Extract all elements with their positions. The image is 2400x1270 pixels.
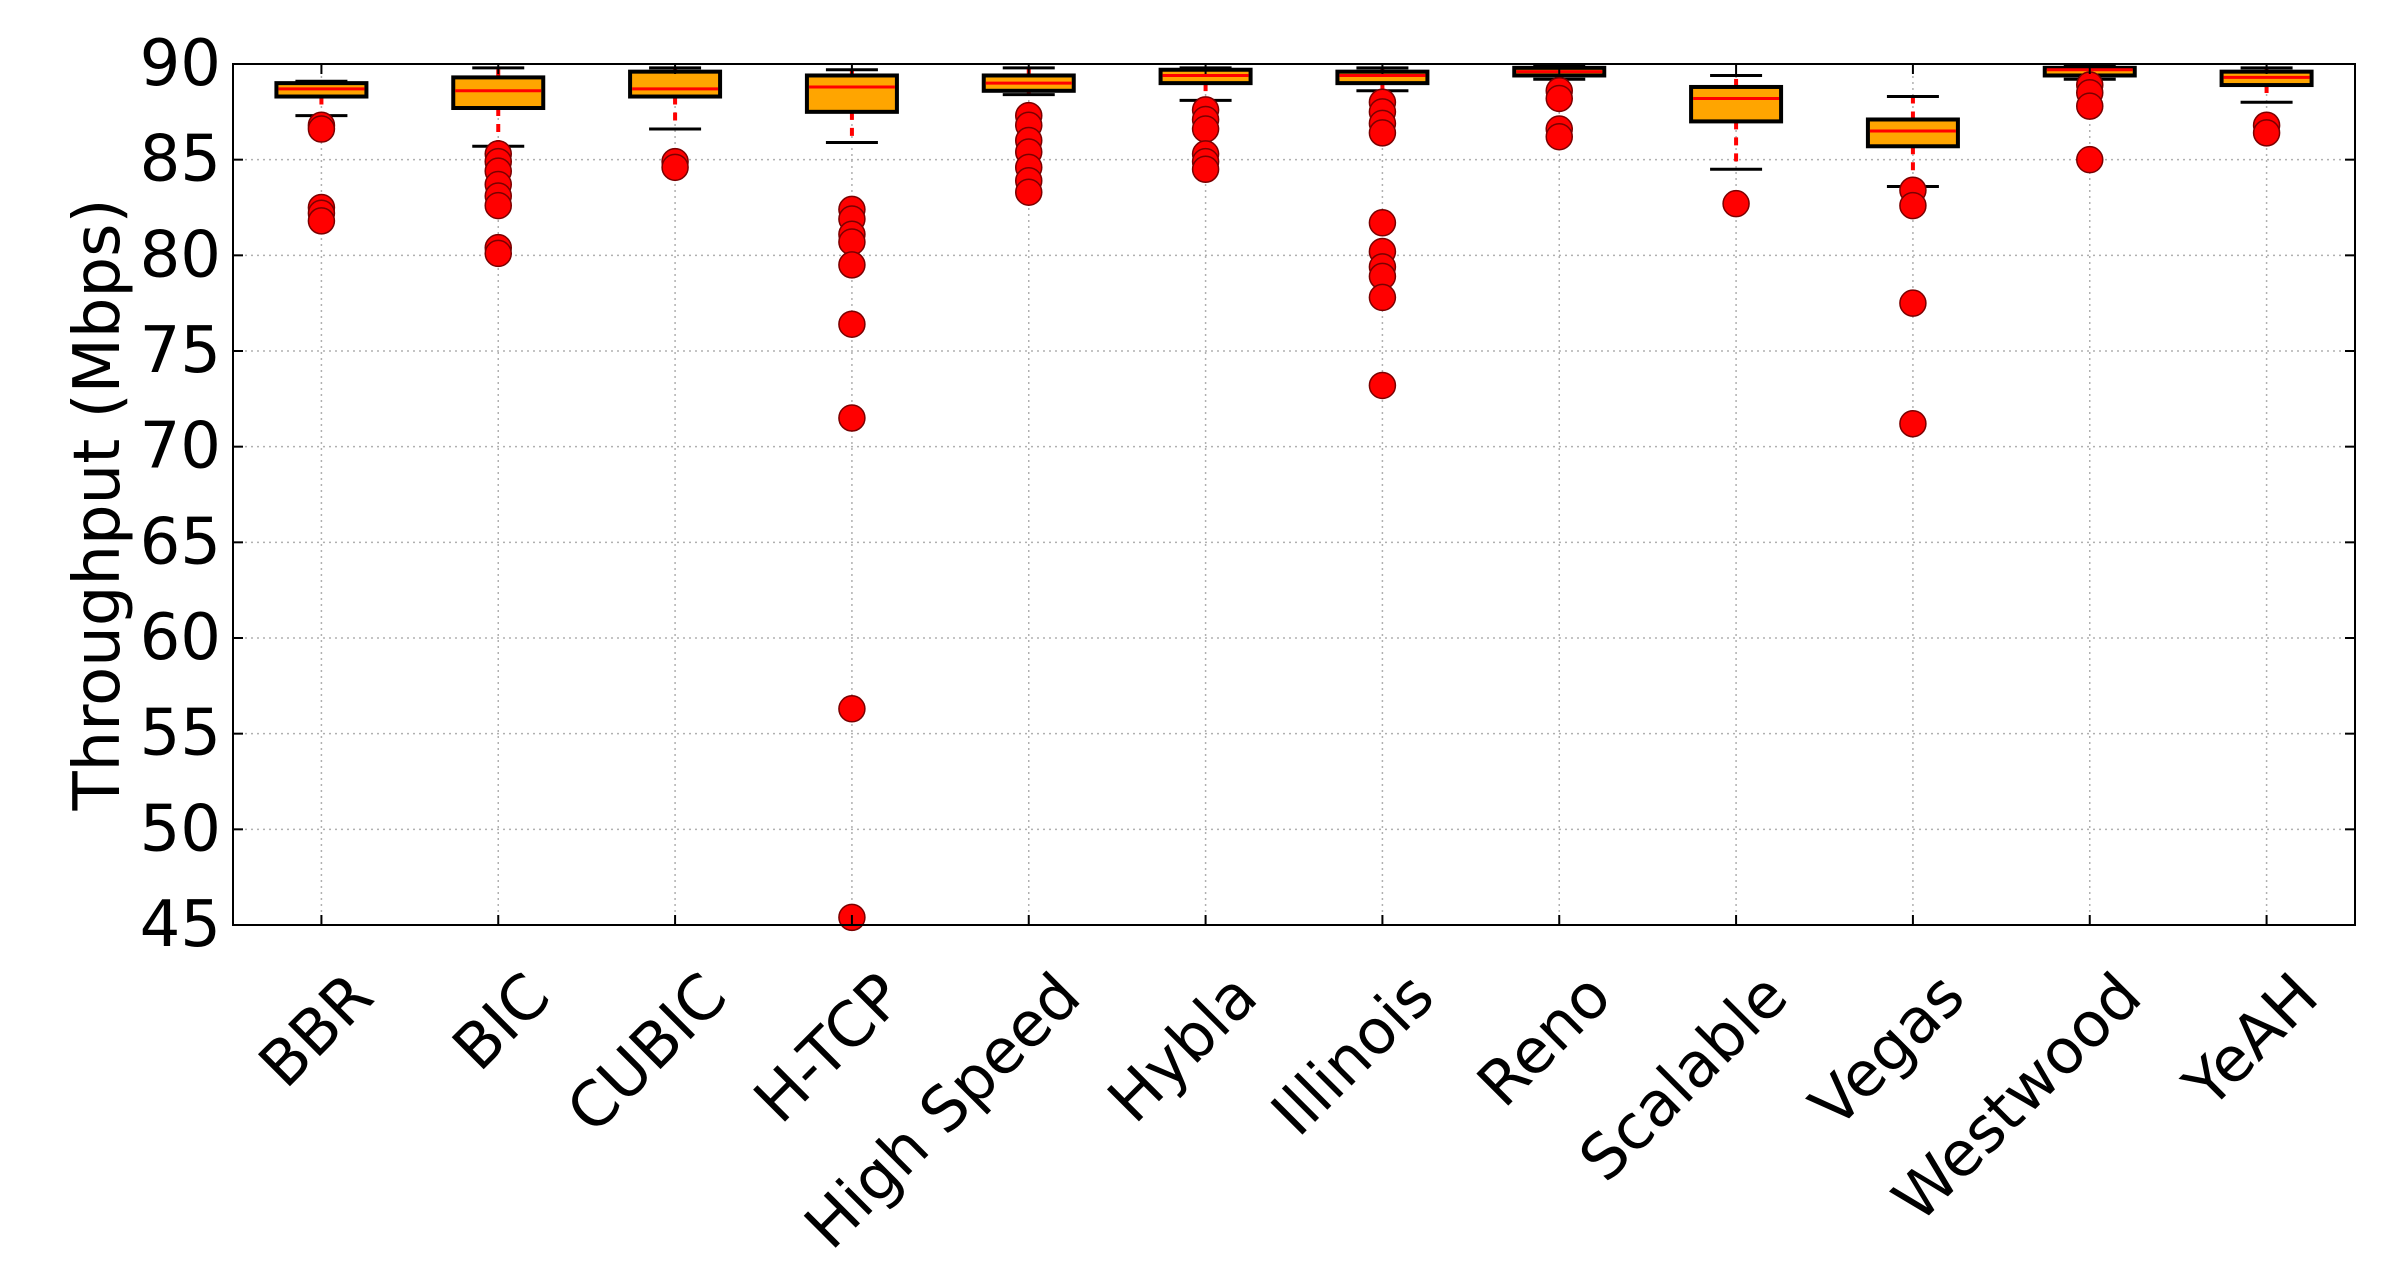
outlier-point (307, 207, 336, 235)
y-tick-label: 90 (140, 27, 221, 101)
outlier-point (1368, 209, 1397, 237)
y-tick-label: 85 (140, 123, 221, 197)
outlier-point (2076, 92, 2104, 120)
x-tick-label: BIC (438, 959, 563, 1084)
y-tick-label: 65 (140, 505, 221, 579)
y-tick-label: 60 (140, 601, 221, 675)
box-layer (274, 64, 2314, 188)
plot-frame (232, 63, 2356, 926)
grid-layer (233, 63, 2355, 926)
outlier-point (2076, 145, 2104, 174)
outlier-point (1899, 289, 1927, 317)
box-scalable (1689, 73, 1784, 171)
outlier-point (484, 239, 512, 268)
box-h-tcp (804, 68, 899, 144)
y-tick-label: 75 (140, 314, 221, 388)
outlier-point (838, 228, 866, 256)
box-bbr (274, 79, 369, 118)
outlier-point (1899, 191, 1927, 220)
outlier-point (1368, 119, 1397, 147)
outlier-point (661, 153, 689, 182)
outlier-point (1191, 115, 1220, 143)
box-vegas (1865, 95, 1960, 188)
y-axis-label: Throughput (Mbps) (61, 199, 135, 812)
outlier-point (838, 404, 866, 432)
outlier-point (1191, 155, 1220, 183)
outlier-point (1545, 84, 1573, 113)
x-tick-label: CUBIC (553, 959, 741, 1147)
outlier-point (838, 695, 866, 723)
y-tick-layer: 45 50 55 60 65 70 75 80 85 90 (140, 27, 2355, 962)
iqr-box (628, 69, 723, 99)
x-tick-label: Reno (1463, 959, 1625, 1121)
box-bic (451, 66, 546, 148)
outlier-point (1899, 409, 1927, 438)
iqr-box (804, 73, 899, 114)
iqr-box (1689, 84, 1784, 124)
outlier-point (1368, 371, 1397, 400)
x-tick-label: Illinois (1257, 959, 1448, 1150)
outlier-layer (307, 71, 2281, 932)
y-tick-label: 55 (140, 697, 221, 771)
outlier-point (484, 191, 512, 220)
outlier-point (307, 115, 336, 143)
y-tick-label: 70 (140, 410, 221, 484)
iqr-box (1865, 117, 1960, 149)
outlier-point (1545, 122, 1573, 151)
box-cubic (628, 66, 723, 131)
box-high-speed (981, 66, 1076, 97)
y-tick-label: 45 (140, 888, 221, 962)
outlier-point (1368, 283, 1397, 312)
iqr-box (451, 75, 546, 111)
y-tick-label: 50 (140, 792, 221, 866)
x-tick-label: BBR (245, 959, 387, 1101)
y-tick-label: 80 (140, 218, 221, 292)
outlier-point (1722, 189, 1750, 218)
outlier-point (838, 251, 866, 279)
outlier-point (1015, 178, 1043, 206)
outlier-point (838, 310, 866, 338)
x-tick-label: Hybla (1094, 959, 1271, 1136)
x-tick-label: YeAH (2169, 959, 2332, 1122)
outlier-point (2252, 119, 2281, 147)
